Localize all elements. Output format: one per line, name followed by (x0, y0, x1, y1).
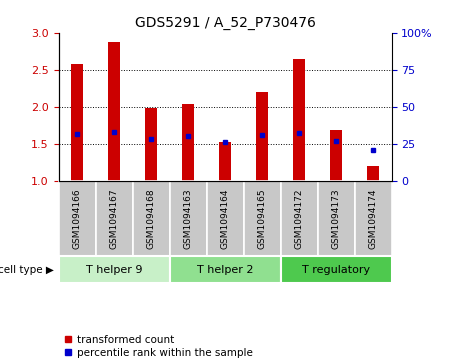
Text: T helper 9: T helper 9 (86, 265, 142, 275)
Text: GSM1094172: GSM1094172 (294, 188, 303, 249)
Text: GSM1094173: GSM1094173 (332, 188, 341, 249)
Bar (256, 92, 269, 181)
Bar (71, 64, 84, 181)
Text: GSM1094166: GSM1094166 (72, 188, 81, 249)
Text: T regulatory: T regulatory (302, 265, 370, 275)
Bar (318, 181, 355, 256)
Text: GSM1094167: GSM1094167 (109, 188, 118, 249)
Bar (355, 181, 392, 256)
Title: GDS5291 / A_52_P730476: GDS5291 / A_52_P730476 (135, 16, 315, 30)
Bar (329, 130, 342, 181)
Text: cell type ▶: cell type ▶ (0, 265, 54, 275)
Text: GSM1094174: GSM1094174 (369, 188, 378, 249)
Text: T helper 2: T helper 2 (197, 265, 253, 275)
Bar (367, 166, 379, 181)
Bar (132, 181, 170, 256)
Bar (280, 181, 318, 256)
Bar (181, 104, 194, 181)
Bar (144, 108, 158, 181)
Bar (170, 256, 280, 283)
Legend: transformed count, percentile rank within the sample: transformed count, percentile rank withi… (64, 335, 253, 358)
Bar (219, 142, 231, 181)
Bar (280, 256, 392, 283)
Bar (58, 256, 170, 283)
Text: GSM1094164: GSM1094164 (220, 188, 230, 249)
Bar (292, 59, 306, 181)
Text: GSM1094168: GSM1094168 (147, 188, 156, 249)
Bar (108, 41, 121, 181)
Bar (58, 181, 95, 256)
Bar (95, 181, 132, 256)
Text: GSM1094163: GSM1094163 (184, 188, 193, 249)
Bar (243, 181, 280, 256)
Text: GSM1094165: GSM1094165 (257, 188, 266, 249)
Bar (170, 181, 207, 256)
Bar (207, 181, 243, 256)
